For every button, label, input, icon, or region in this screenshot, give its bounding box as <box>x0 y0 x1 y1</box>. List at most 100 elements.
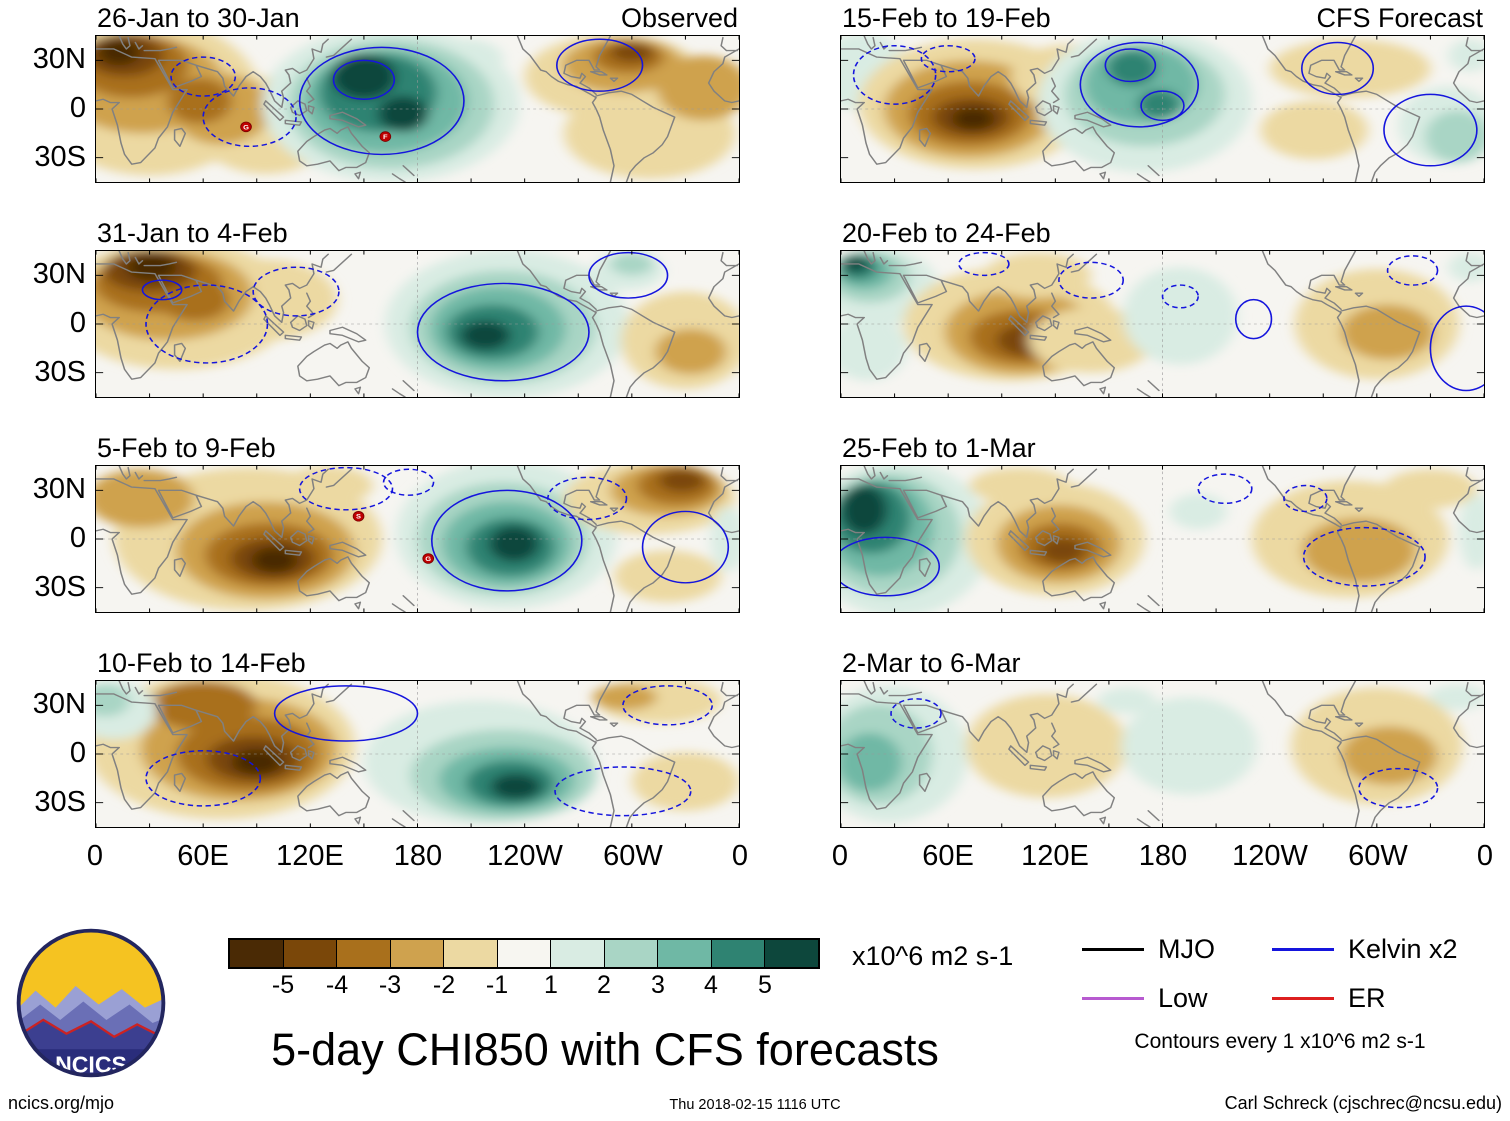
legend-note: Contours every 1 x10^6 m2 s-1 <box>1134 1030 1426 1053</box>
y-tick-label: 30S <box>34 356 86 388</box>
map-canvas-31-jan-to-4-feb <box>95 250 740 398</box>
kelvin-contour <box>430 489 583 592</box>
colorbar <box>228 938 820 969</box>
legend-label-mjo: MJO <box>1158 934 1215 964</box>
anomaly-blob <box>1260 100 1368 160</box>
legend-line-kelvin-x2 <box>1272 948 1334 951</box>
x-tick-label: 120W <box>1232 840 1308 872</box>
kelvin-contour <box>273 685 419 742</box>
kelvin-contour <box>332 59 396 100</box>
y-tick-label: 0 <box>69 307 86 339</box>
storm-letter: F <box>383 133 388 141</box>
y-tick-label: 30N <box>32 473 86 505</box>
map-panel-25-feb-to-1-mar: 25-Feb to 1-Mar <box>840 431 1485 613</box>
legend-label-low: Low <box>1158 983 1208 1013</box>
logo-ring <box>16 928 166 1078</box>
kelvin-contour <box>416 282 590 382</box>
colorbar-cell-9 <box>710 940 765 967</box>
colorbar-cell-7 <box>603 940 658 967</box>
panel-date-range: 10-Feb to 14-Feb <box>97 648 306 678</box>
kelvin-contour <box>1429 305 1484 392</box>
kelvin-contour <box>890 698 942 729</box>
colorbar-tick-label: 3 <box>651 971 665 999</box>
anomaly-blob <box>1448 39 1484 72</box>
anomaly-blob <box>610 42 654 62</box>
map-panel-10-feb-to-14-feb: 10-Feb to 14-Feb <box>95 646 740 828</box>
anomaly-blob <box>1448 252 1484 282</box>
contour-legend: MJO Kelvin x2 Low ER Contours every 1 x10^6… <box>1082 934 1486 1054</box>
x-tick-label: 120E <box>276 840 344 872</box>
anomaly-blob <box>1098 687 1156 714</box>
map-panel-2-mar-to-6-mar: 2-Mar to 6-Mar <box>840 646 1485 828</box>
kelvin-contour <box>145 750 262 807</box>
colorbar-tick-label: -4 <box>325 971 349 999</box>
legend-line-low <box>1082 997 1144 1000</box>
map-canvas-26-jan-to-30-jan: GF <box>95 35 740 183</box>
kelvin-contour <box>382 468 435 496</box>
anomaly-blob <box>1039 537 1086 564</box>
colorbar-cell-0 <box>230 940 283 967</box>
panel-date-range: 5-Feb to 9-Feb <box>97 433 276 463</box>
logo-ridge-line <box>18 1018 164 1042</box>
ncics-logo: NCICS <box>16 928 166 1078</box>
map-panel-15-feb-to-19-feb: 15-Feb to 19-Feb CFS Forecast <box>840 1 1485 183</box>
colorbar-cell-8 <box>657 940 711 967</box>
kelvin-contour <box>1079 41 1200 128</box>
kelvin-contour <box>1386 255 1439 286</box>
anomaly-blob <box>1301 517 1417 583</box>
kelvin-contour <box>958 251 1010 277</box>
anomaly-blob <box>1341 304 1434 360</box>
colorbar-tick-label: -3 <box>378 971 402 999</box>
x-tick-label: 120W <box>487 840 563 872</box>
colorbar-cell-2 <box>336 940 390 967</box>
colorbar-units: x10^6 m2 s-1 <box>852 941 1014 971</box>
x-tick-label: 120E <box>1021 840 1089 872</box>
anomaly-blob <box>613 550 722 603</box>
panel-header-5-feb-to-9-feb: 5-Feb to 9-Feb <box>95 431 740 465</box>
legend-line-mjo <box>1082 948 1144 951</box>
anomaly-blob <box>969 467 1070 504</box>
kelvin-contour <box>641 510 730 584</box>
y-tick-label: 30S <box>34 786 86 818</box>
map-canvas-10-feb-to-14-feb <box>95 680 740 828</box>
anomaly-blob <box>283 466 373 505</box>
footer-timestamp: Thu 2018-02-15 1116 UTC <box>669 1097 841 1113</box>
panel-header-20-feb-to-24-feb: 20-Feb to 24-Feb <box>840 216 1485 250</box>
x-tick-label: 60W <box>1348 840 1408 872</box>
panel-header-31-jan-to-4-feb: 31-Jan to 4-Feb <box>95 216 740 250</box>
anomaly-blob <box>1383 469 1477 509</box>
anomaly-blob <box>1107 50 1158 87</box>
y-tick-label: 30N <box>32 688 86 720</box>
map-panel-31-jan-to-4-feb: 31-Jan to 4-Feb <box>95 216 740 398</box>
anomaly-blob <box>167 78 232 124</box>
colorbar-tick-label: -5 <box>271 971 295 999</box>
figure-title: 5-day CHI850 with CFS forecasts <box>271 1024 939 1075</box>
legend-label-er: ER <box>1348 983 1386 1013</box>
kelvin-contour <box>202 87 297 148</box>
colorbar-cell-6 <box>550 940 604 967</box>
colorbar-cell-4 <box>443 940 497 967</box>
storm-marker <box>352 511 365 522</box>
panel-date-range: 26-Jan to 30-Jan <box>97 3 300 33</box>
anomaly-blob <box>592 684 657 711</box>
colorbar-tick-label: 4 <box>704 971 718 999</box>
legend-entry-er: ER <box>1272 983 1486 1014</box>
panel-date-range: 31-Jan to 4-Feb <box>97 218 288 248</box>
anomaly-blob <box>610 252 654 276</box>
legend-entry-kelvin-x2: Kelvin x2 <box>1272 934 1486 965</box>
anomaly-blob <box>158 278 230 321</box>
anomaly-blob <box>231 749 282 776</box>
kelvin-contour <box>1283 484 1328 513</box>
kelvin-contour <box>298 466 394 511</box>
anomaly-blob <box>1137 89 1181 119</box>
map-canvas-5-feb-to-9-feb: SG <box>95 465 740 613</box>
map-canvas-25-feb-to-1-mar <box>840 465 1485 613</box>
panel-header-25-feb-to-1-mar: 25-Feb to 1-Mar <box>840 431 1485 465</box>
anomaly-blob <box>1269 39 1431 98</box>
y-tick-label: 0 <box>69 92 86 124</box>
y-tick-label: 0 <box>69 737 86 769</box>
y-tick-label: 30N <box>32 43 86 75</box>
anomaly-blob <box>655 328 727 375</box>
kelvin-contour <box>1197 473 1253 505</box>
